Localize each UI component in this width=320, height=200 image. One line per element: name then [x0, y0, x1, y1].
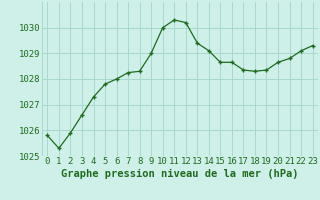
X-axis label: Graphe pression niveau de la mer (hPa): Graphe pression niveau de la mer (hPa) [61, 169, 299, 179]
